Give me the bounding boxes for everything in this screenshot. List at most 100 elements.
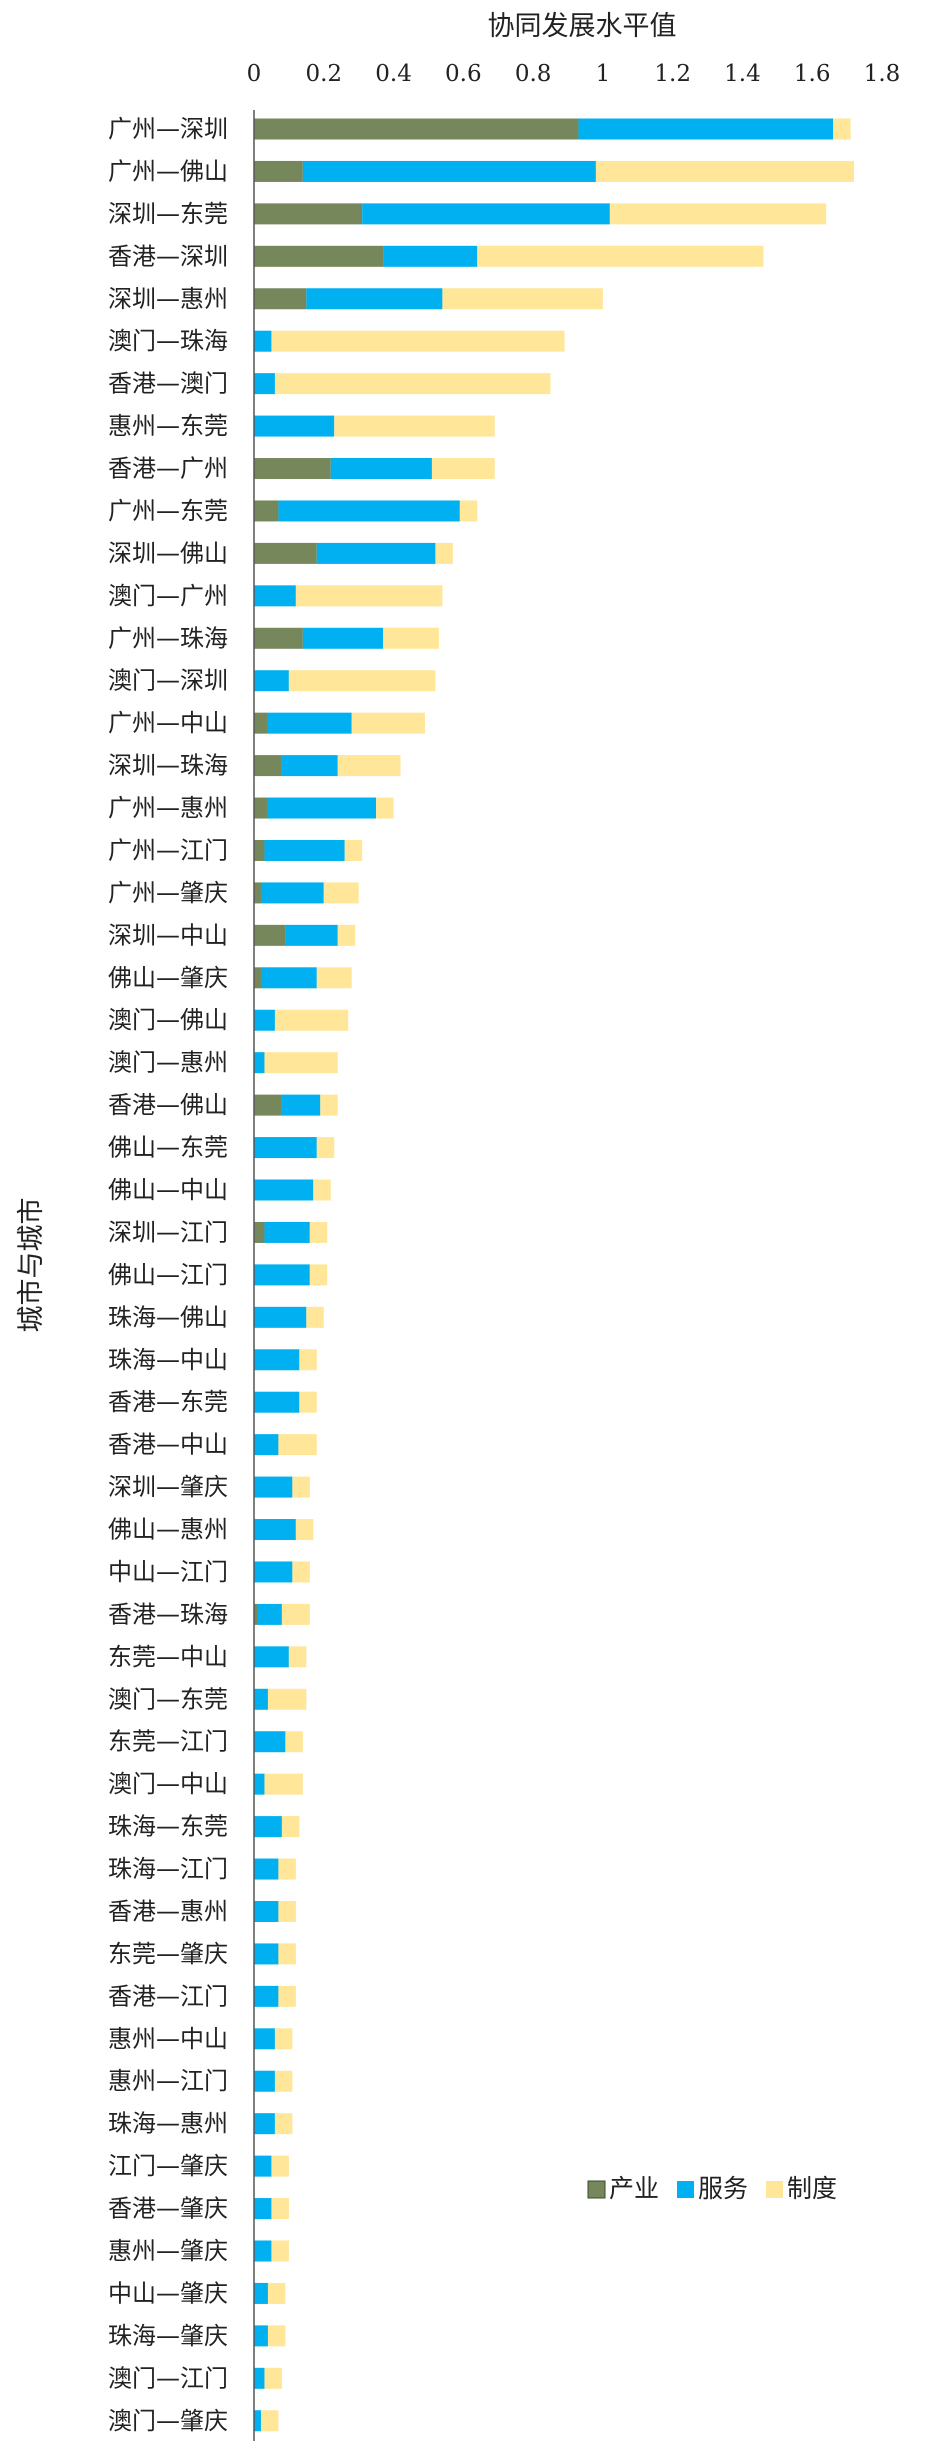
x-tick-label: 1.6 [794, 61, 831, 87]
category-label: 香港—澳门 [108, 370, 228, 398]
bar-segment [254, 1391, 300, 1413]
category-label: 香港—江门 [108, 1982, 228, 2010]
category-label: 佛山—惠州 [108, 1516, 228, 1544]
category-label: 香港—中山 [108, 1431, 228, 1459]
category-label: 中山—江门 [108, 1558, 228, 1586]
bar-segment [281, 1094, 321, 1116]
bar-segment [609, 203, 827, 225]
category-label: 澳门—江门 [108, 2364, 228, 2392]
x-axis-ticks: 0 0.2 0.4 0.6 0.8 1 1.2 1.4 1.6 1.8 [247, 61, 901, 87]
category-label: 深圳—惠州 [108, 285, 228, 313]
category-label: 佛山—江门 [108, 1261, 228, 1289]
category-label: 澳门—中山 [108, 1770, 228, 1798]
bar-segment [320, 1094, 338, 1116]
category-label: 佛山—东莞 [108, 1134, 228, 1162]
bar-segment [295, 1519, 314, 1541]
bar-segment [254, 373, 275, 395]
bar-segment [278, 1943, 296, 1965]
bar-segment [383, 245, 478, 267]
category-label: 珠海—中山 [108, 1346, 228, 1374]
bar-segment [274, 2113, 293, 2135]
category-labels: 广州—深圳广州—佛山深圳—东莞香港—深圳深圳—惠州澳门—珠海香港—澳门惠州—东莞… [108, 115, 228, 2435]
bar-segment [254, 1221, 265, 1243]
bar-segment [254, 458, 331, 480]
bar-segment [313, 1179, 331, 1201]
category-label: 惠州—中山 [108, 2025, 228, 2053]
bar-segment [285, 924, 338, 946]
bar-segment [267, 2325, 286, 2347]
bar-segment [267, 712, 352, 734]
bar-segment [292, 1561, 310, 1583]
category-label: 澳门—东莞 [108, 1685, 228, 1713]
x-tick-label: 1 [596, 61, 611, 87]
bar-segment [264, 1221, 310, 1243]
category-label: 珠海—肇庆 [108, 2322, 228, 2350]
bar-segment [254, 670, 289, 692]
bar-segment [254, 967, 261, 989]
category-label: 珠海—东莞 [108, 1813, 228, 1841]
bar-segment [295, 585, 443, 607]
bar-segment [337, 924, 356, 946]
bar-segment [254, 1094, 282, 1116]
bar-segment [254, 1179, 314, 1201]
x-tick-label: 0.6 [445, 61, 482, 87]
category-label: 澳门—深圳 [108, 667, 228, 695]
bar-segment [271, 330, 565, 352]
bar-segment [254, 2155, 272, 2177]
category-label: 澳门—佛山 [108, 1006, 228, 1034]
bar-segment [316, 1137, 335, 1159]
bar-segment [254, 2028, 275, 2050]
bar-segment [254, 415, 335, 437]
x-tick-label: 0.2 [305, 61, 342, 87]
x-tick-label: 1.2 [654, 61, 691, 87]
bar-segment [288, 670, 436, 692]
category-label: 广州—深圳 [108, 115, 228, 143]
bar-segment [278, 1858, 296, 1880]
category-label: 东莞—中山 [108, 1643, 228, 1671]
bar-segment [260, 882, 324, 904]
bar-segment [257, 1603, 282, 1625]
legend-label: 制度 [787, 2174, 837, 2203]
bar-segment [274, 1009, 349, 1031]
legend: 产业 服务 制度 [587, 2174, 837, 2203]
bar-segment [254, 1434, 279, 1456]
bar-segment [254, 1688, 268, 1710]
bar-segment [442, 288, 603, 310]
category-label: 佛山—肇庆 [108, 964, 228, 992]
bar-segment [271, 2198, 289, 2220]
bar-segment [260, 967, 317, 989]
x-tick-label: 0.8 [515, 61, 552, 87]
bar-segment [578, 118, 834, 140]
category-label: 深圳—佛山 [108, 539, 228, 567]
category-label: 广州—江门 [108, 836, 228, 864]
bar-segment [254, 1858, 279, 1880]
bar-segment [274, 373, 551, 395]
category-label: 深圳—江门 [108, 1218, 228, 1246]
x-tick-label: 0.4 [375, 61, 412, 87]
category-label: 广州—中山 [108, 709, 228, 737]
bar-segment [264, 1773, 303, 1795]
bar-segment [254, 627, 303, 649]
bar-segment [292, 1476, 310, 1498]
category-label: 香港—佛山 [108, 1091, 228, 1119]
bar-segment [299, 1349, 317, 1371]
x-axis-title: 协同发展水平值 [488, 11, 677, 42]
bar-segment [477, 245, 764, 267]
bar-segment [316, 967, 352, 989]
bar-segment [285, 1731, 303, 1753]
bar-segment [302, 627, 384, 649]
legend-label: 服务 [698, 2174, 748, 2203]
bar-segment [254, 1009, 275, 1031]
bar-segment [833, 118, 851, 140]
legend-label: 产业 [609, 2174, 659, 2203]
category-label: 惠州—肇庆 [108, 2237, 228, 2265]
bar-segment [435, 542, 453, 564]
bar-segment [302, 160, 596, 182]
category-label: 广州—珠海 [108, 624, 228, 652]
bar-segment [254, 1985, 279, 2007]
bar-segment [254, 2240, 272, 2262]
bar-segment [264, 2367, 282, 2389]
bar-segment [254, 712, 268, 734]
bar-segment [254, 839, 265, 861]
